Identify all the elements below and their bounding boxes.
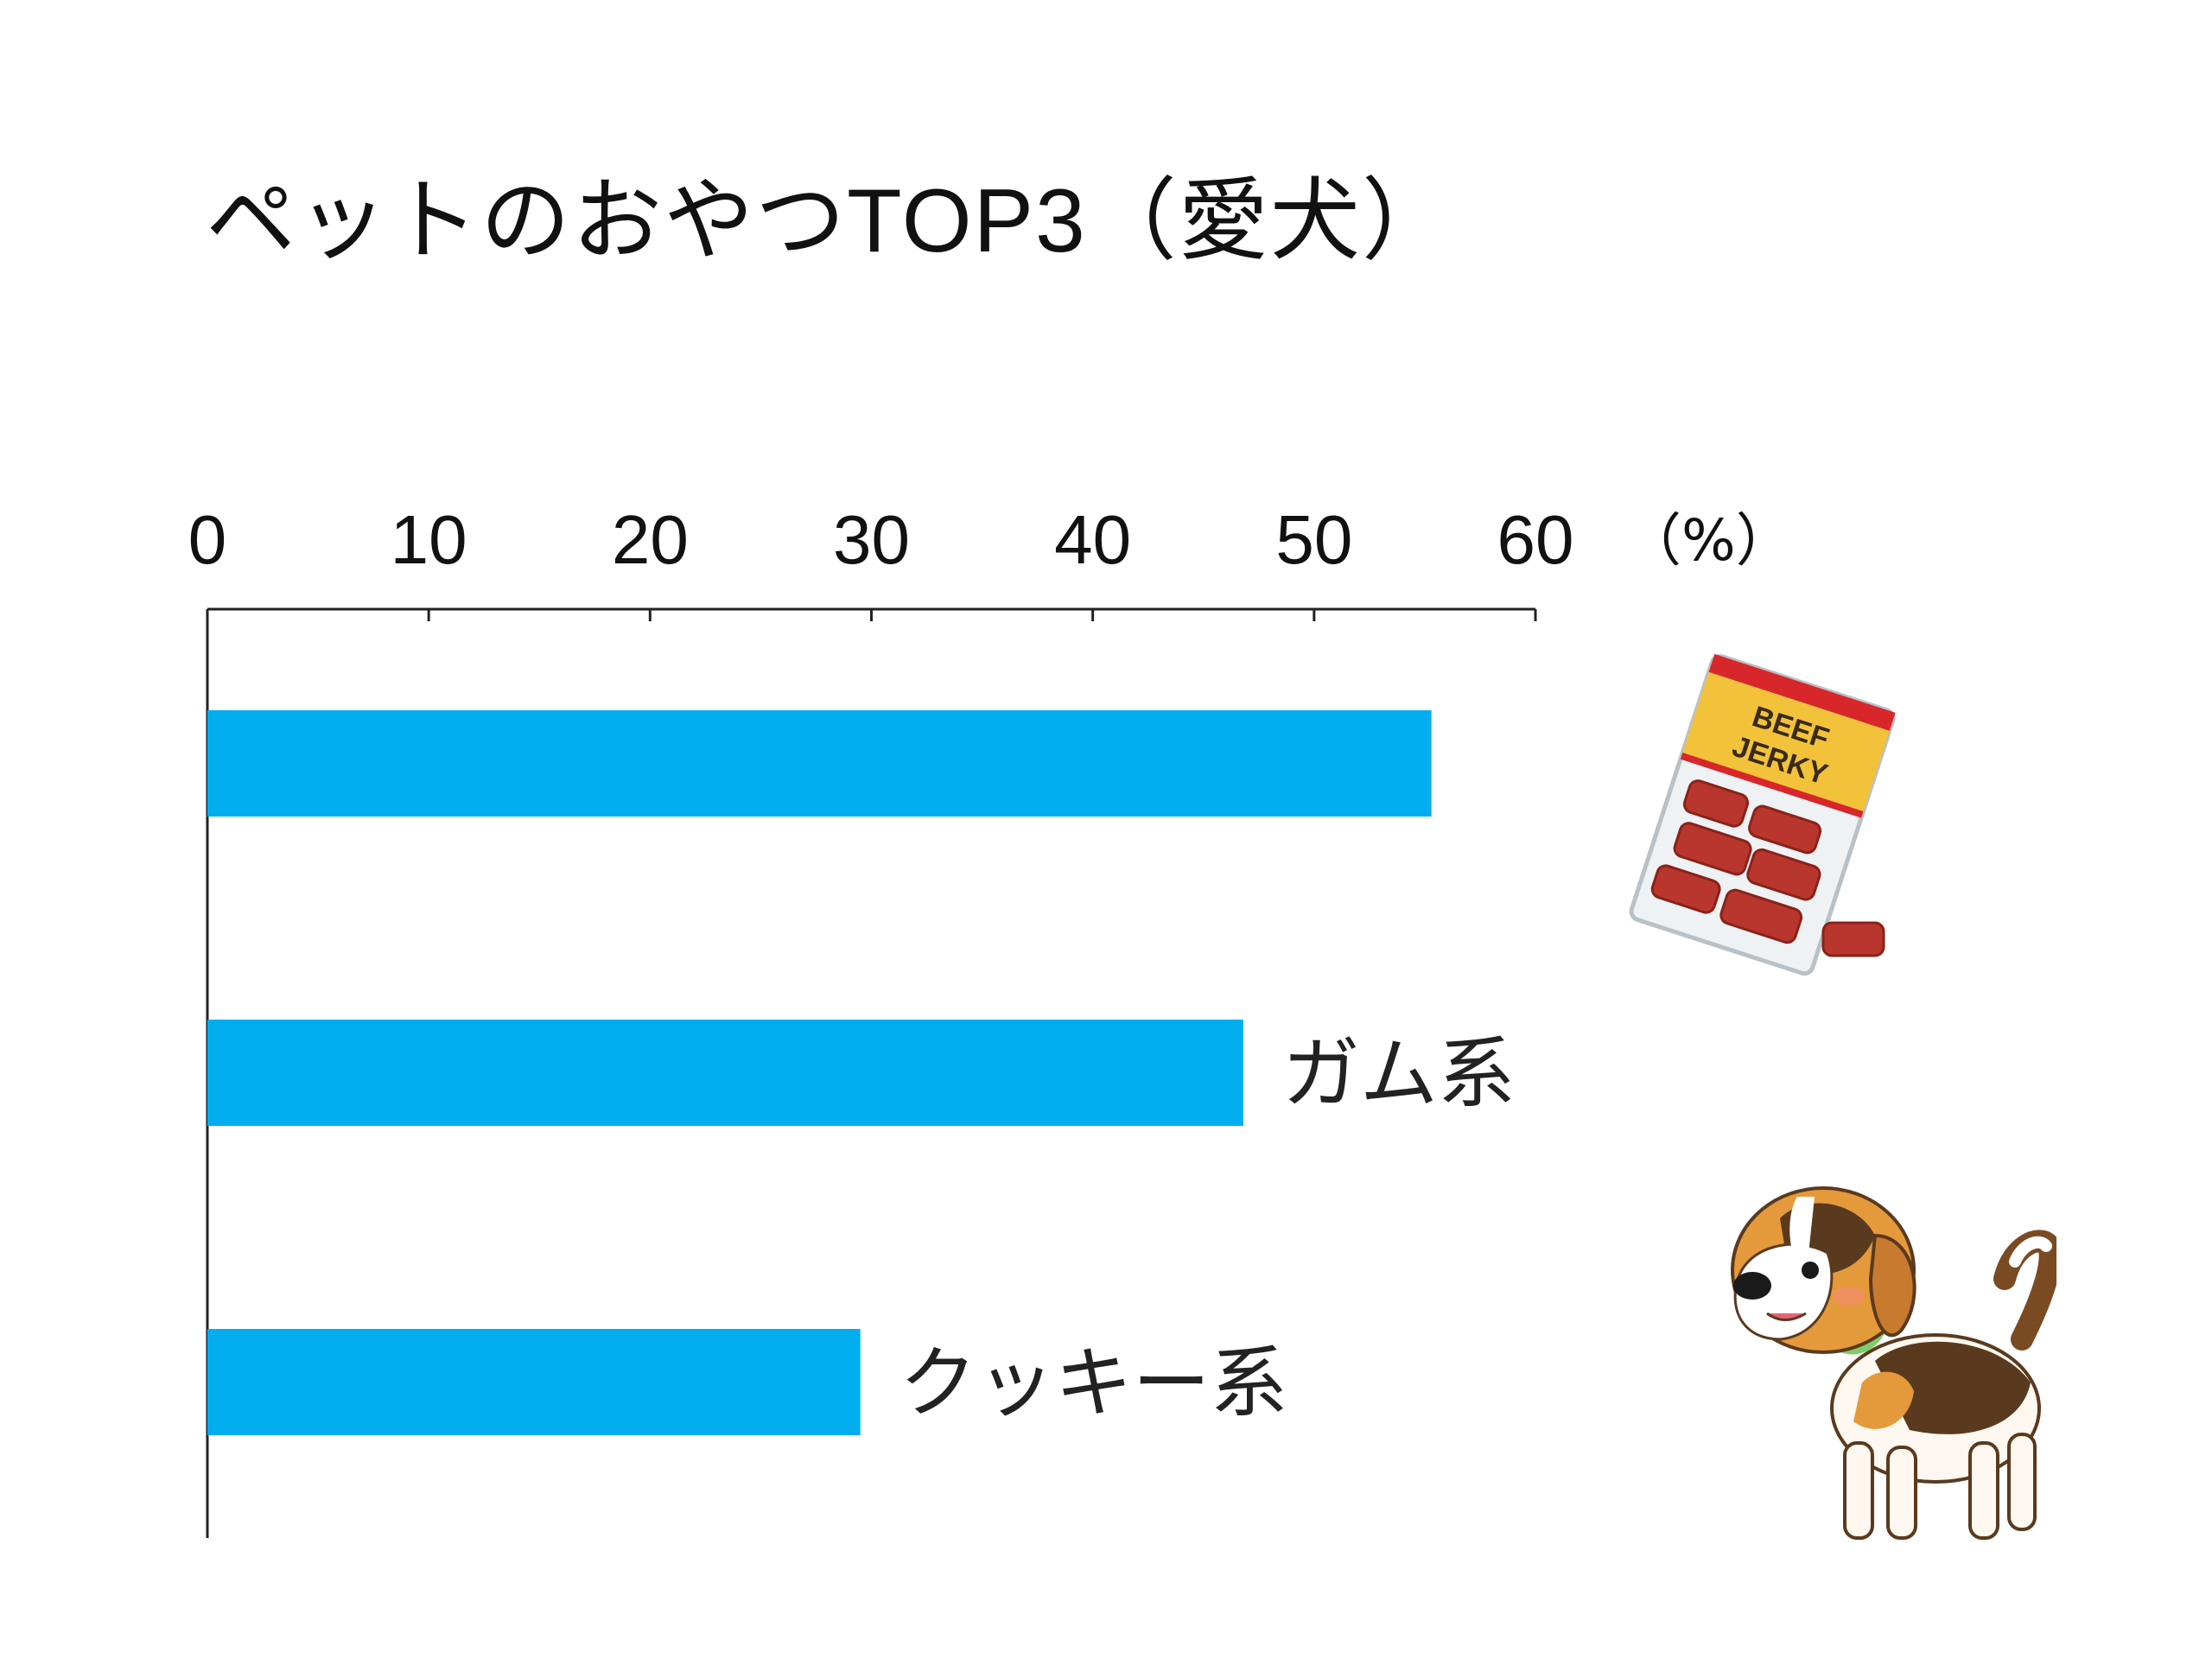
bar	[207, 1020, 1243, 1126]
chart-title-top3: TOP3	[847, 171, 1087, 271]
x-tick-label: 20	[612, 501, 689, 578]
beef-jerky-icon: BEEF JERKY	[1629, 653, 1896, 976]
x-axis-unit: （%）	[1624, 507, 1793, 574]
beagle-dog-icon	[1731, 1186, 2056, 1540]
bar	[207, 710, 1432, 817]
x-tick-label: 60	[1497, 501, 1574, 578]
x-tick-label: 30	[833, 501, 910, 578]
x-tick-label: 0	[188, 501, 227, 578]
chart-title-suffix: （愛犬）	[1086, 168, 1453, 273]
category-label: ガム系	[1282, 1029, 1516, 1120]
x-axis: 0 10 20 30 40 50 60 （%）	[188, 501, 1793, 1538]
chart-title: ペットのおやつTOP3（愛犬）	[0, 147, 1659, 277]
bar	[207, 1329, 861, 1435]
chart-title-main: ペットのおやつ	[206, 168, 848, 273]
x-tick-label: 50	[1275, 501, 1352, 578]
category-label: クッキー系	[899, 1338, 1288, 1429]
bars	[207, 710, 1432, 1435]
x-tick-label: 40	[1054, 501, 1131, 578]
x-tick-label: 10	[391, 501, 467, 578]
